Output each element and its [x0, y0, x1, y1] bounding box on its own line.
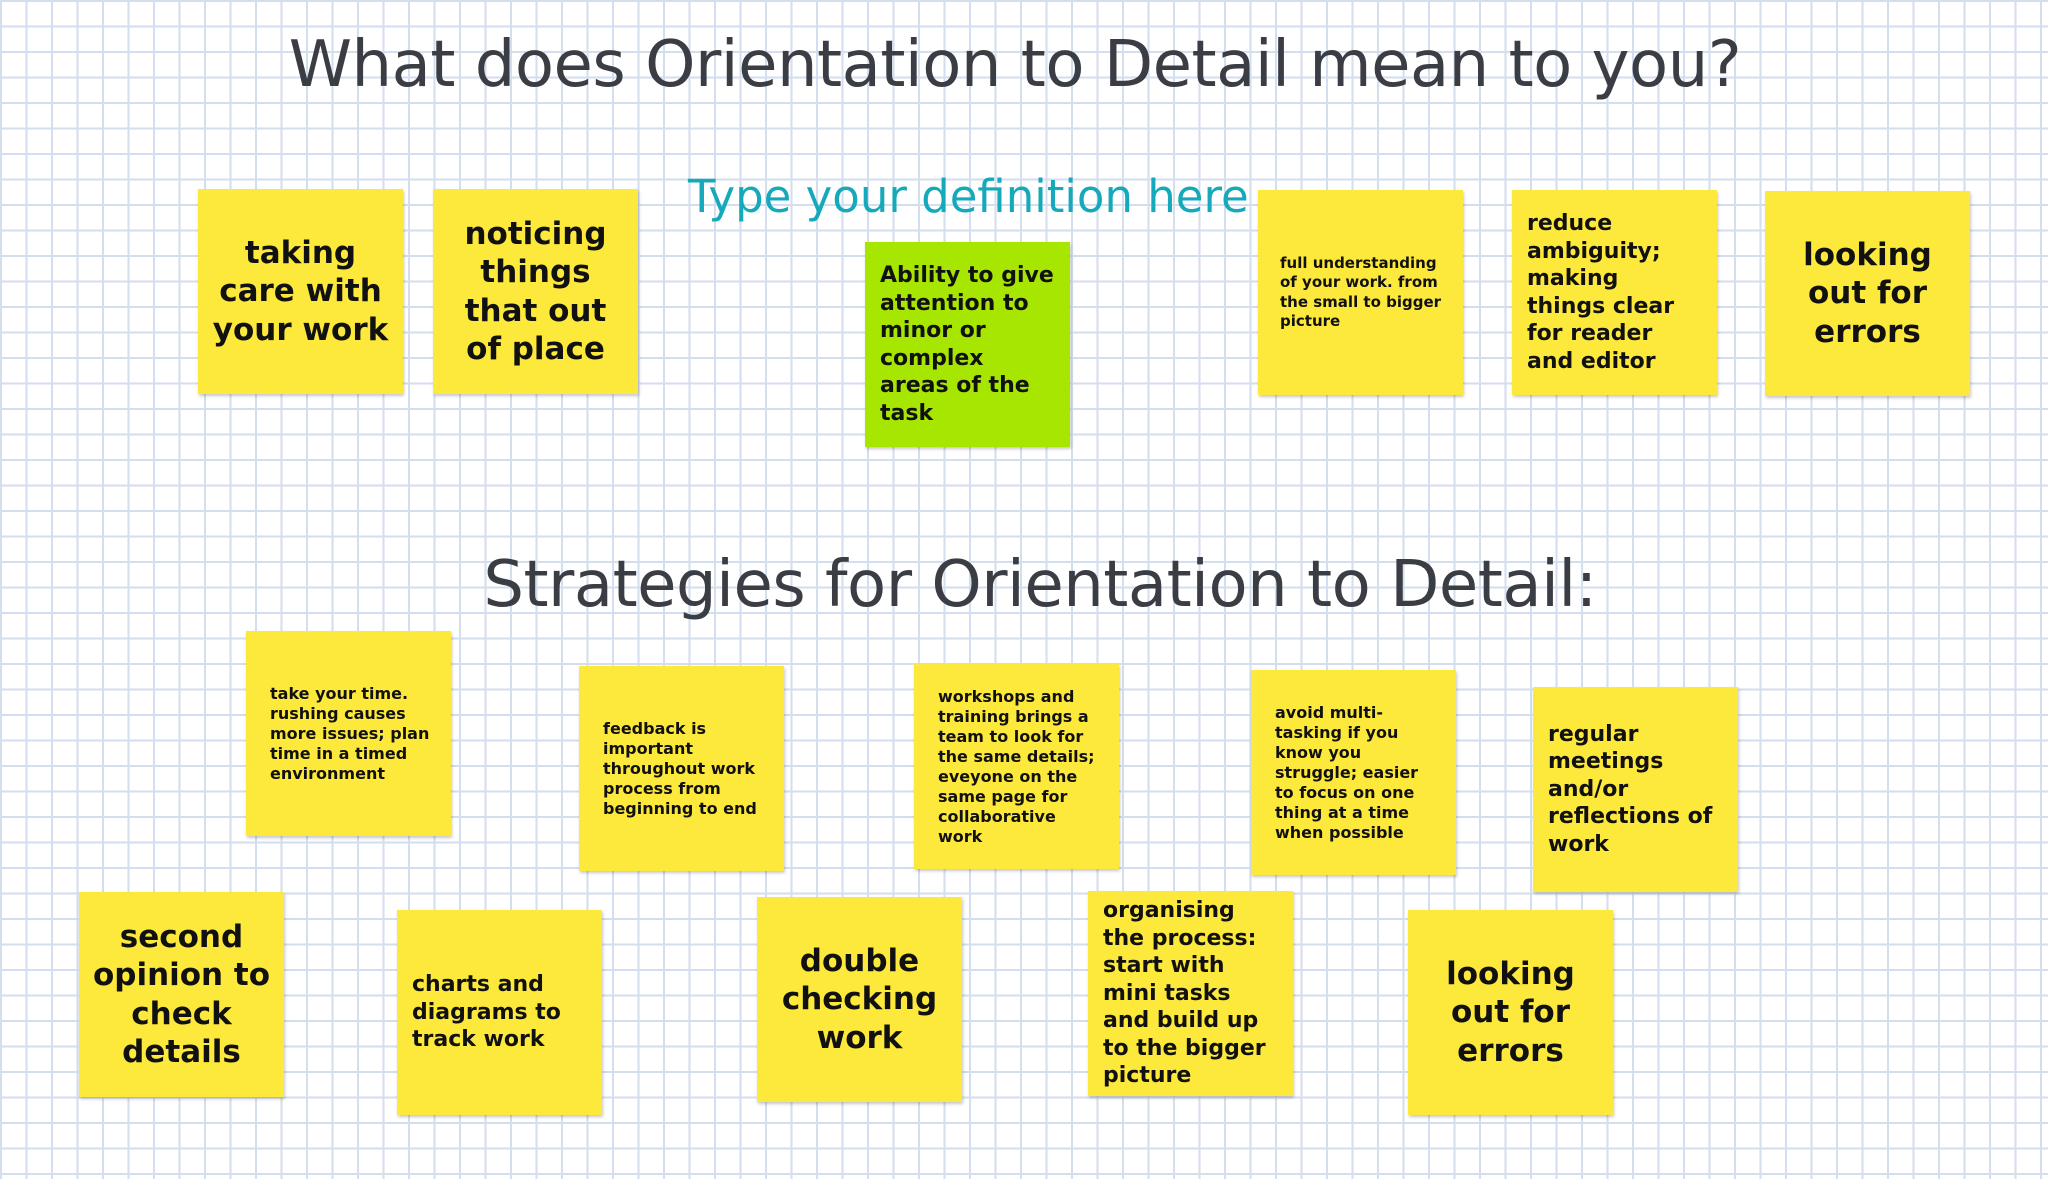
sticky-note-text: feedback is important throughout work pr…	[603, 718, 757, 818]
sticky-note-text: workshops and training brings a team to …	[938, 686, 1095, 846]
sticky-note-text: Ability to give attention to minor or co…	[880, 263, 1054, 426]
sticky-note[interactable]: noticing things that out of place	[433, 189, 638, 394]
sticky-note[interactable]: workshops and training brings a team to …	[914, 664, 1119, 869]
sticky-note[interactable]: avoid multi-tasking if you know you stru…	[1251, 670, 1456, 875]
strategies-heading: Strategies for Orientation to Detail:	[483, 548, 1597, 622]
sticky-note-text: looking out for errors	[1803, 237, 1932, 350]
sticky-note[interactable]: organising the process: start with mini …	[1088, 891, 1293, 1096]
sticky-note-text: taking care with your work	[212, 235, 389, 348]
sticky-note-text: regular meetings and/or reflections of w…	[1548, 721, 1713, 857]
sticky-note[interactable]: charts and diagrams to track work	[397, 910, 602, 1115]
sticky-note-text: noticing things that out of place	[464, 216, 607, 367]
sticky-note[interactable]: looking out for errors	[1765, 191, 1970, 396]
sticky-note[interactable]: feedback is important throughout work pr…	[579, 666, 784, 871]
sticky-note[interactable]: reduce ambiguity; making things clear fo…	[1512, 190, 1717, 395]
board-title: What does Orientation to Detail mean to …	[288, 28, 1742, 102]
sticky-note-text: full understanding of your work. from th…	[1280, 253, 1442, 331]
sticky-note[interactable]: full understanding of your work. from th…	[1258, 190, 1463, 395]
sticky-note-text: take your time. rushing causes more issu…	[270, 683, 430, 783]
sticky-note[interactable]: take your time. rushing causes more issu…	[246, 631, 451, 836]
definition-prompt-text[interactable]: Type your definition here	[688, 170, 1249, 223]
sticky-note[interactable]: second opinion to check details	[79, 892, 284, 1097]
sticky-note-text: double checking work	[781, 943, 938, 1056]
sticky-note[interactable]: double checking work	[757, 897, 962, 1102]
sticky-note[interactable]: regular meetings and/or reflections of w…	[1533, 687, 1738, 892]
sticky-note-text: organising the process: start with mini …	[1103, 898, 1266, 1089]
sticky-note-text: reduce ambiguity; making things clear fo…	[1527, 211, 1675, 374]
sticky-note[interactable]: looking out for errors	[1408, 910, 1613, 1115]
sticky-note-text: second opinion to check details	[92, 919, 271, 1070]
sticky-note-text: looking out for errors	[1446, 956, 1575, 1069]
sticky-note-text: avoid multi-tasking if you know you stru…	[1275, 702, 1419, 842]
sticky-note[interactable]: taking care with your work	[198, 189, 403, 394]
sticky-note-text: charts and diagrams to track work	[412, 972, 561, 1053]
sticky-note-green[interactable]: Ability to give attention to minor or co…	[865, 242, 1070, 447]
